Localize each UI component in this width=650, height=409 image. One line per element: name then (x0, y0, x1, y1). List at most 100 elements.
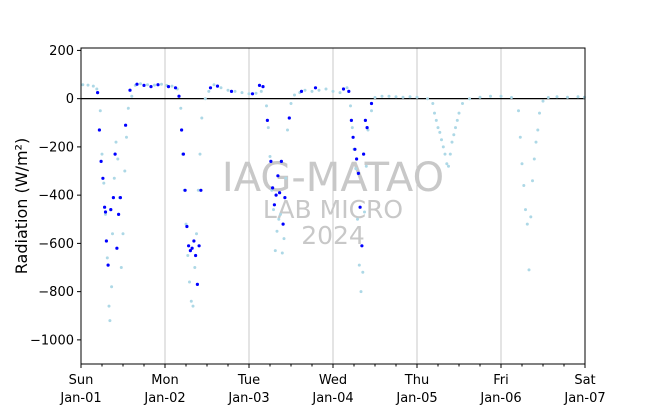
data-point-light (184, 222, 188, 226)
data-point-light (520, 162, 524, 166)
data-point-light (303, 88, 307, 92)
data-point-light (527, 268, 531, 272)
data-point-light (289, 102, 293, 105)
data-point-light (531, 179, 534, 183)
data-point-light (380, 94, 384, 98)
data-point-dark (287, 116, 291, 120)
data-point-light (370, 109, 373, 113)
data-point-light (361, 270, 365, 274)
data-point-light (119, 266, 123, 269)
data-point-light (546, 96, 550, 99)
data-point-light (219, 86, 223, 90)
data-point-light (160, 82, 163, 86)
data-point-dark (188, 249, 192, 253)
data-point-light (529, 215, 533, 219)
x-tick-label-day: Fri (493, 373, 509, 388)
data-point-light (170, 84, 174, 88)
data-point-light (95, 87, 99, 91)
data-point-dark (118, 196, 122, 200)
data-point-dark (274, 193, 278, 197)
data-point-light (203, 97, 207, 101)
data-point-light (434, 118, 438, 122)
x-tick-label-day: Sat (574, 373, 595, 388)
data-point-light (356, 217, 359, 221)
data-point-dark (117, 212, 121, 216)
data-point-light (518, 135, 522, 139)
data-point-dark (96, 91, 100, 95)
data-point-light (279, 212, 282, 216)
data-point-dark (358, 205, 362, 209)
data-point-light (240, 91, 244, 95)
x-tick-label-day: Thu (404, 373, 429, 388)
data-point-light (408, 95, 412, 99)
data-point-light (110, 285, 114, 289)
data-point-dark (99, 159, 103, 163)
data-point-dark (197, 244, 201, 248)
data-point-light (105, 256, 109, 260)
data-point-light (331, 89, 335, 93)
data-point-light (373, 96, 377, 99)
data-point-dark (215, 84, 220, 88)
data-point-light (359, 290, 363, 294)
x-tick-label-day: Wed (319, 373, 347, 388)
data-point-light (146, 83, 149, 87)
y-tick-label: 200 (49, 44, 74, 59)
data-point-light (186, 254, 190, 257)
data-point-dark (271, 186, 275, 190)
x-tick-label-date: Jan-01 (59, 391, 101, 406)
data-point-light (254, 91, 258, 95)
data-point-dark (103, 210, 108, 214)
data-point-light (284, 176, 288, 180)
data-point-light (433, 111, 436, 115)
data-point-light (121, 232, 125, 236)
x-tick-label-date: Jan-02 (143, 391, 185, 406)
data-point-dark (103, 205, 107, 209)
data-point-light (447, 164, 450, 168)
data-point-dark (353, 147, 357, 151)
data-point-dark (229, 89, 234, 93)
data-point-light (522, 184, 526, 187)
data-point-light (195, 232, 198, 236)
data-point-dark (279, 159, 283, 163)
data-point-light (445, 162, 449, 166)
data-point-light (286, 128, 289, 132)
data-point-light (191, 304, 195, 308)
data-point-light (207, 89, 211, 93)
data-point-dark (192, 239, 196, 243)
y-tick-label: 0 (66, 92, 74, 107)
data-point-light (179, 106, 183, 110)
data-point-light (401, 95, 405, 99)
data-point-light (489, 94, 492, 98)
data-point-dark (166, 85, 171, 89)
data-point-light (107, 304, 111, 308)
data-point-light (349, 104, 352, 108)
data-point-dark (106, 263, 110, 267)
data-point-dark (281, 222, 285, 226)
x-tick-label-day: Tue (237, 373, 260, 388)
data-point-light (440, 138, 443, 142)
data-point-light (81, 83, 85, 87)
vertical-gridlines (164, 48, 502, 364)
x-tick-label-date: Jan-04 (311, 391, 353, 406)
data-point-dark (257, 83, 262, 87)
data-point-light (112, 176, 116, 180)
data-point-light (259, 89, 263, 93)
data-point-dark (104, 239, 108, 243)
data-point-light (102, 181, 106, 185)
data-point-dark (313, 86, 318, 90)
data-point-light (153, 83, 156, 87)
x-tick-label-day: Mon (151, 373, 178, 388)
data-point-dark (135, 82, 139, 86)
x-tick-label-date: Jan-05 (395, 391, 437, 406)
data-point-dark (177, 94, 181, 98)
data-point-light (268, 155, 272, 158)
data-point-dark (180, 128, 184, 132)
data-point-light (310, 89, 314, 93)
data-point-dark (97, 128, 101, 132)
data-point-dark (347, 89, 351, 93)
data-point-light (233, 89, 237, 93)
data-point-light (478, 95, 482, 99)
data-point-dark (185, 224, 189, 229)
data-point-light (454, 126, 457, 130)
data-point-dark (101, 176, 105, 180)
